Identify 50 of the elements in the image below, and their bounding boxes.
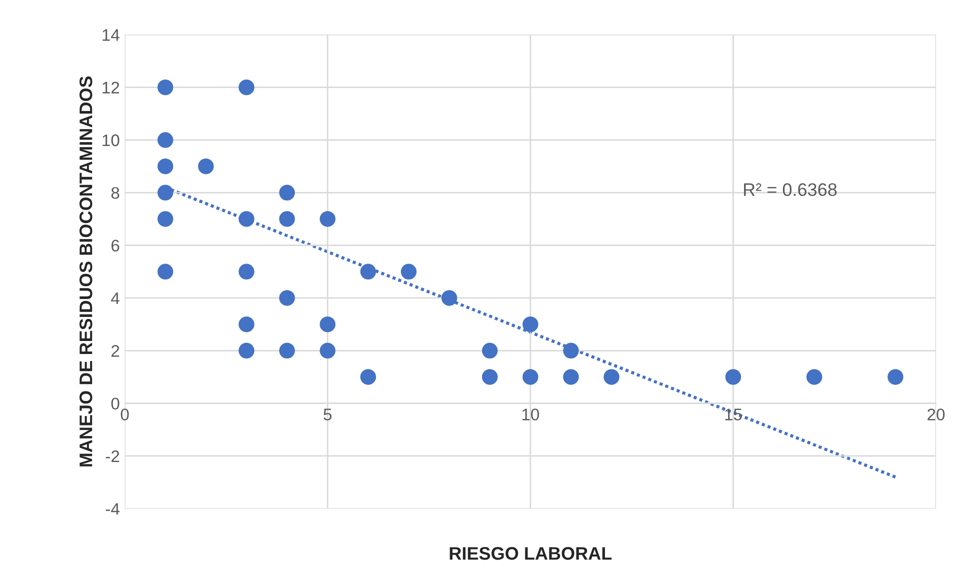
point [360, 264, 376, 280]
point [522, 369, 538, 385]
point [238, 79, 254, 96]
point [279, 184, 295, 201]
point [238, 316, 254, 332]
point [238, 264, 254, 280]
point [563, 342, 579, 359]
point [157, 211, 174, 227]
x-tick-label: 20 [928, 408, 945, 420]
point [320, 316, 336, 332]
x-tick-label: 10 [522, 408, 540, 420]
point [604, 369, 620, 385]
point [279, 342, 295, 359]
point [725, 369, 742, 385]
point [157, 184, 174, 201]
y-tick-label: 12 [102, 82, 120, 94]
point [441, 290, 458, 306]
point [482, 369, 498, 385]
point [279, 290, 295, 306]
point [279, 211, 295, 227]
y-tick-label: 0 [111, 398, 120, 410]
point [157, 132, 174, 148]
y-axis-title: MANEJO DE RESIDUOS BIOCONTAMINADOS [79, 76, 92, 466]
x-tick-label: 0 [120, 408, 129, 420]
point [806, 369, 822, 385]
y-tick-label: -2 [106, 450, 120, 462]
y-tick-label: 4 [111, 292, 120, 304]
y-tick-label: 10 [102, 134, 120, 146]
y-tick-label: 6 [112, 240, 120, 252]
point [522, 316, 538, 332]
point [482, 342, 498, 359]
y-tick-label: 8 [111, 187, 120, 199]
point [563, 369, 579, 385]
point [157, 79, 174, 96]
point [400, 264, 417, 280]
point [157, 158, 174, 174]
point [157, 264, 174, 280]
point [320, 211, 336, 227]
point [238, 211, 254, 227]
point [360, 369, 376, 385]
x-axis-title: RIESGO LABORAL [450, 547, 612, 560]
point [198, 158, 214, 174]
x-tick-label: 5 [324, 408, 332, 420]
y-tick-label: -4 [106, 503, 120, 515]
point [888, 369, 904, 385]
y-tick-label: 14 [102, 29, 120, 41]
annotation: R² = 0.6368 [744, 183, 837, 196]
point [238, 342, 254, 359]
y-tick-label: 2 [112, 345, 120, 357]
point [320, 342, 336, 359]
